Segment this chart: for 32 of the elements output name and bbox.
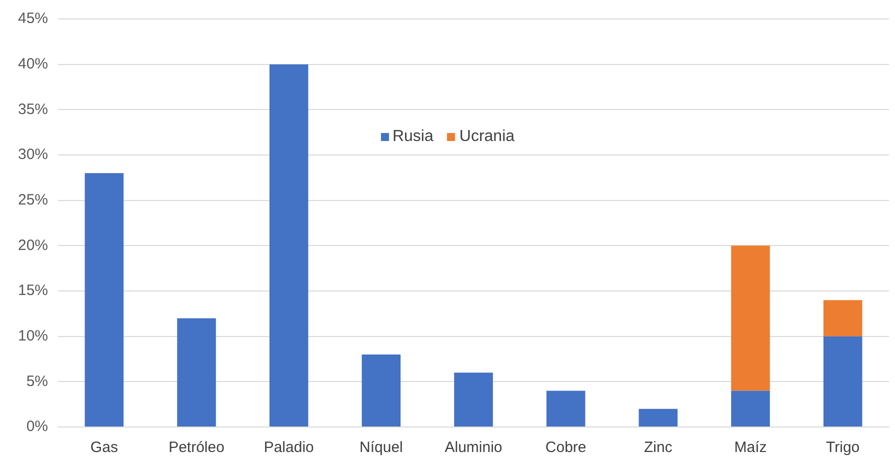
x-tick-label: Paladio — [264, 439, 314, 456]
bar — [638, 408, 678, 426]
y-tick-label: 30% — [18, 146, 48, 164]
y-tick-label: 35% — [18, 100, 48, 118]
bar — [823, 300, 862, 336]
bar — [269, 64, 308, 426]
bar — [823, 336, 862, 426]
x-tick-label: Cobre — [545, 439, 586, 456]
x-tick-label: Petróleo — [168, 439, 224, 456]
bar — [84, 173, 124, 426]
y-tick-label: 15% — [18, 282, 48, 300]
bar — [177, 318, 216, 426]
bar — [454, 372, 493, 426]
x-tick-label: Aluminio — [444, 439, 502, 456]
bar — [731, 246, 770, 391]
y-tick-label: 10% — [18, 327, 48, 344]
legend-label: Ucrania — [458, 128, 515, 146]
y-tick-label: 5% — [26, 372, 48, 390]
bar — [731, 390, 770, 426]
x-tick-label: Níquel — [360, 439, 403, 456]
legend-label: Rusia — [391, 128, 434, 146]
y-tick-label: 0% — [26, 418, 48, 436]
bar — [362, 354, 401, 426]
x-tick-label: Zinc — [644, 439, 673, 456]
bar — [546, 390, 586, 426]
x-tick-label: Maíz — [734, 439, 767, 456]
x-tick-label: Trigo — [826, 439, 860, 456]
y-tick-label: 20% — [18, 236, 48, 254]
y-tick-label: 40% — [18, 55, 48, 72]
y-tick-label: 45% — [18, 10, 48, 28]
y-tick-label: 25% — [18, 191, 48, 208]
x-tick-label: Gas — [90, 439, 118, 456]
